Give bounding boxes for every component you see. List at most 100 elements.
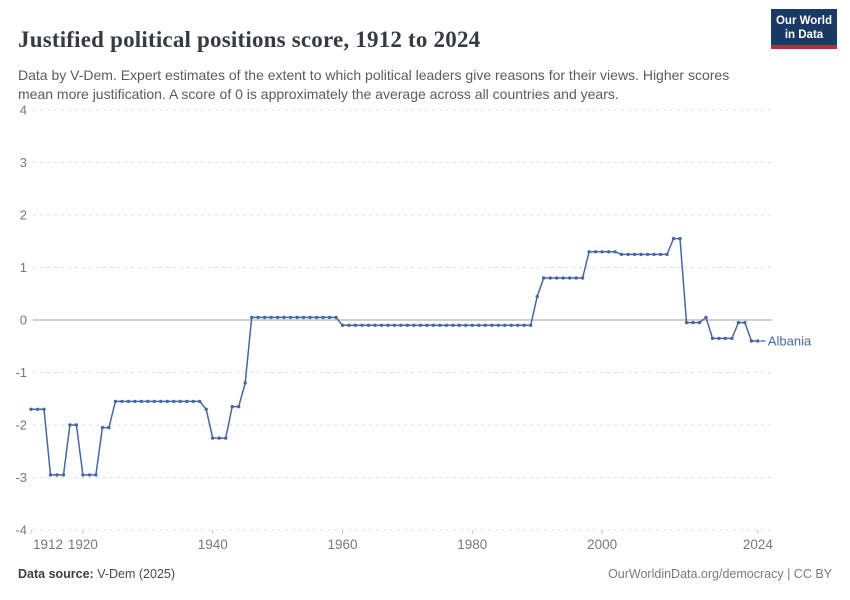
data-point <box>632 252 637 257</box>
data-point <box>548 276 552 280</box>
data-point <box>431 323 436 327</box>
data-point <box>340 323 345 327</box>
y-axis-label: -3 <box>15 470 27 485</box>
data-point <box>211 436 215 440</box>
x-axis-label: 1980 <box>457 537 487 552</box>
data-point <box>237 404 241 409</box>
data-point <box>529 323 533 327</box>
data-point <box>619 252 624 257</box>
data-point <box>61 473 66 477</box>
license-link[interactable]: OurWorldinData.org/democracy | CC BY <box>608 567 832 581</box>
data-point <box>288 315 293 320</box>
x-axis-label: 2024 <box>743 537 774 552</box>
series-label-albania: Albania <box>768 334 812 349</box>
data-point <box>736 320 741 325</box>
data-point <box>107 425 111 430</box>
x-axis-label: 1960 <box>327 537 357 552</box>
data-point <box>314 315 319 320</box>
data-point <box>542 276 546 280</box>
data-point <box>516 323 520 327</box>
data-point <box>756 339 760 343</box>
data-point <box>658 252 663 257</box>
page-title: Justified political positions score, 191… <box>18 27 481 53</box>
data-point <box>535 294 539 299</box>
data-point <box>593 250 598 254</box>
data-point <box>717 336 721 341</box>
data-point <box>587 250 591 254</box>
data-point <box>282 315 286 320</box>
data-point <box>704 315 708 320</box>
data-point <box>133 399 137 404</box>
data-point <box>243 381 247 385</box>
data-point <box>139 399 143 404</box>
data-point <box>626 252 630 257</box>
data-point <box>490 323 494 327</box>
data-point <box>425 323 429 327</box>
x-axis-label: 1940 <box>198 537 228 552</box>
owid-logo-line2: in Data <box>784 28 824 41</box>
data-point <box>399 323 403 327</box>
data-point <box>68 423 72 427</box>
data-point <box>555 276 559 280</box>
data-point <box>347 323 351 327</box>
data-point <box>561 276 565 280</box>
data-point <box>743 320 747 325</box>
data-point <box>412 323 416 327</box>
data-source-note: Data source: V-Dem (2025) <box>18 567 175 581</box>
data-point <box>373 323 377 327</box>
data-point <box>444 323 449 327</box>
data-point <box>645 252 650 257</box>
data-point <box>204 407 208 411</box>
data-point <box>671 236 676 241</box>
data-point <box>606 250 611 254</box>
data-point <box>275 315 280 320</box>
data-point <box>224 436 228 440</box>
data-point <box>684 320 689 325</box>
y-axis-label: 0 <box>20 313 27 328</box>
data-point <box>256 315 260 320</box>
data-point <box>250 315 254 320</box>
data-point <box>262 315 267 320</box>
data-point <box>392 323 397 327</box>
data-point <box>120 399 124 404</box>
data-point <box>483 323 487 327</box>
line-chart[interactable]: 4 3 2 1 0 -1 -2 -3 -4 1912 1920 1940 1960 1980 2000 202… <box>0 0 850 565</box>
chart-subtitle: Data by V-Dem. Expert estimates of the e… <box>18 67 730 102</box>
data-point <box>710 336 715 341</box>
data-point <box>457 323 461 327</box>
data-point <box>178 399 182 404</box>
data-point <box>165 399 169 404</box>
data-point <box>81 473 85 477</box>
y-axis-label: 4 <box>20 103 27 118</box>
data-point <box>613 250 617 254</box>
data-point <box>230 404 234 409</box>
data-source-label: Data source: <box>18 567 94 581</box>
data-point <box>48 473 53 477</box>
data-point <box>568 276 572 280</box>
data-point <box>600 250 604 254</box>
data-point <box>172 399 176 404</box>
data-point <box>691 320 695 325</box>
data-point <box>477 323 481 327</box>
y-axis-label: -4 <box>15 523 27 538</box>
data-point <box>503 323 507 327</box>
data-point <box>217 436 221 440</box>
data-point <box>749 339 754 343</box>
data-point <box>464 323 468 327</box>
data-point <box>639 252 643 257</box>
owid-logo-line1: Our World <box>775 14 832 27</box>
data-point <box>360 323 364 327</box>
data-point <box>418 323 423 327</box>
y-axis-label: 2 <box>20 208 27 223</box>
data-point <box>496 323 500 327</box>
data-point <box>327 315 332 320</box>
data-point <box>509 323 513 327</box>
x-axis-label: 1920 <box>68 537 98 552</box>
data-point <box>113 399 118 404</box>
owid-logo[interactable]: Our World in Data <box>771 9 837 49</box>
data-point <box>321 315 325 320</box>
x-axis-label: 2000 <box>587 537 617 552</box>
data-point <box>146 399 150 404</box>
data-point <box>94 473 98 477</box>
